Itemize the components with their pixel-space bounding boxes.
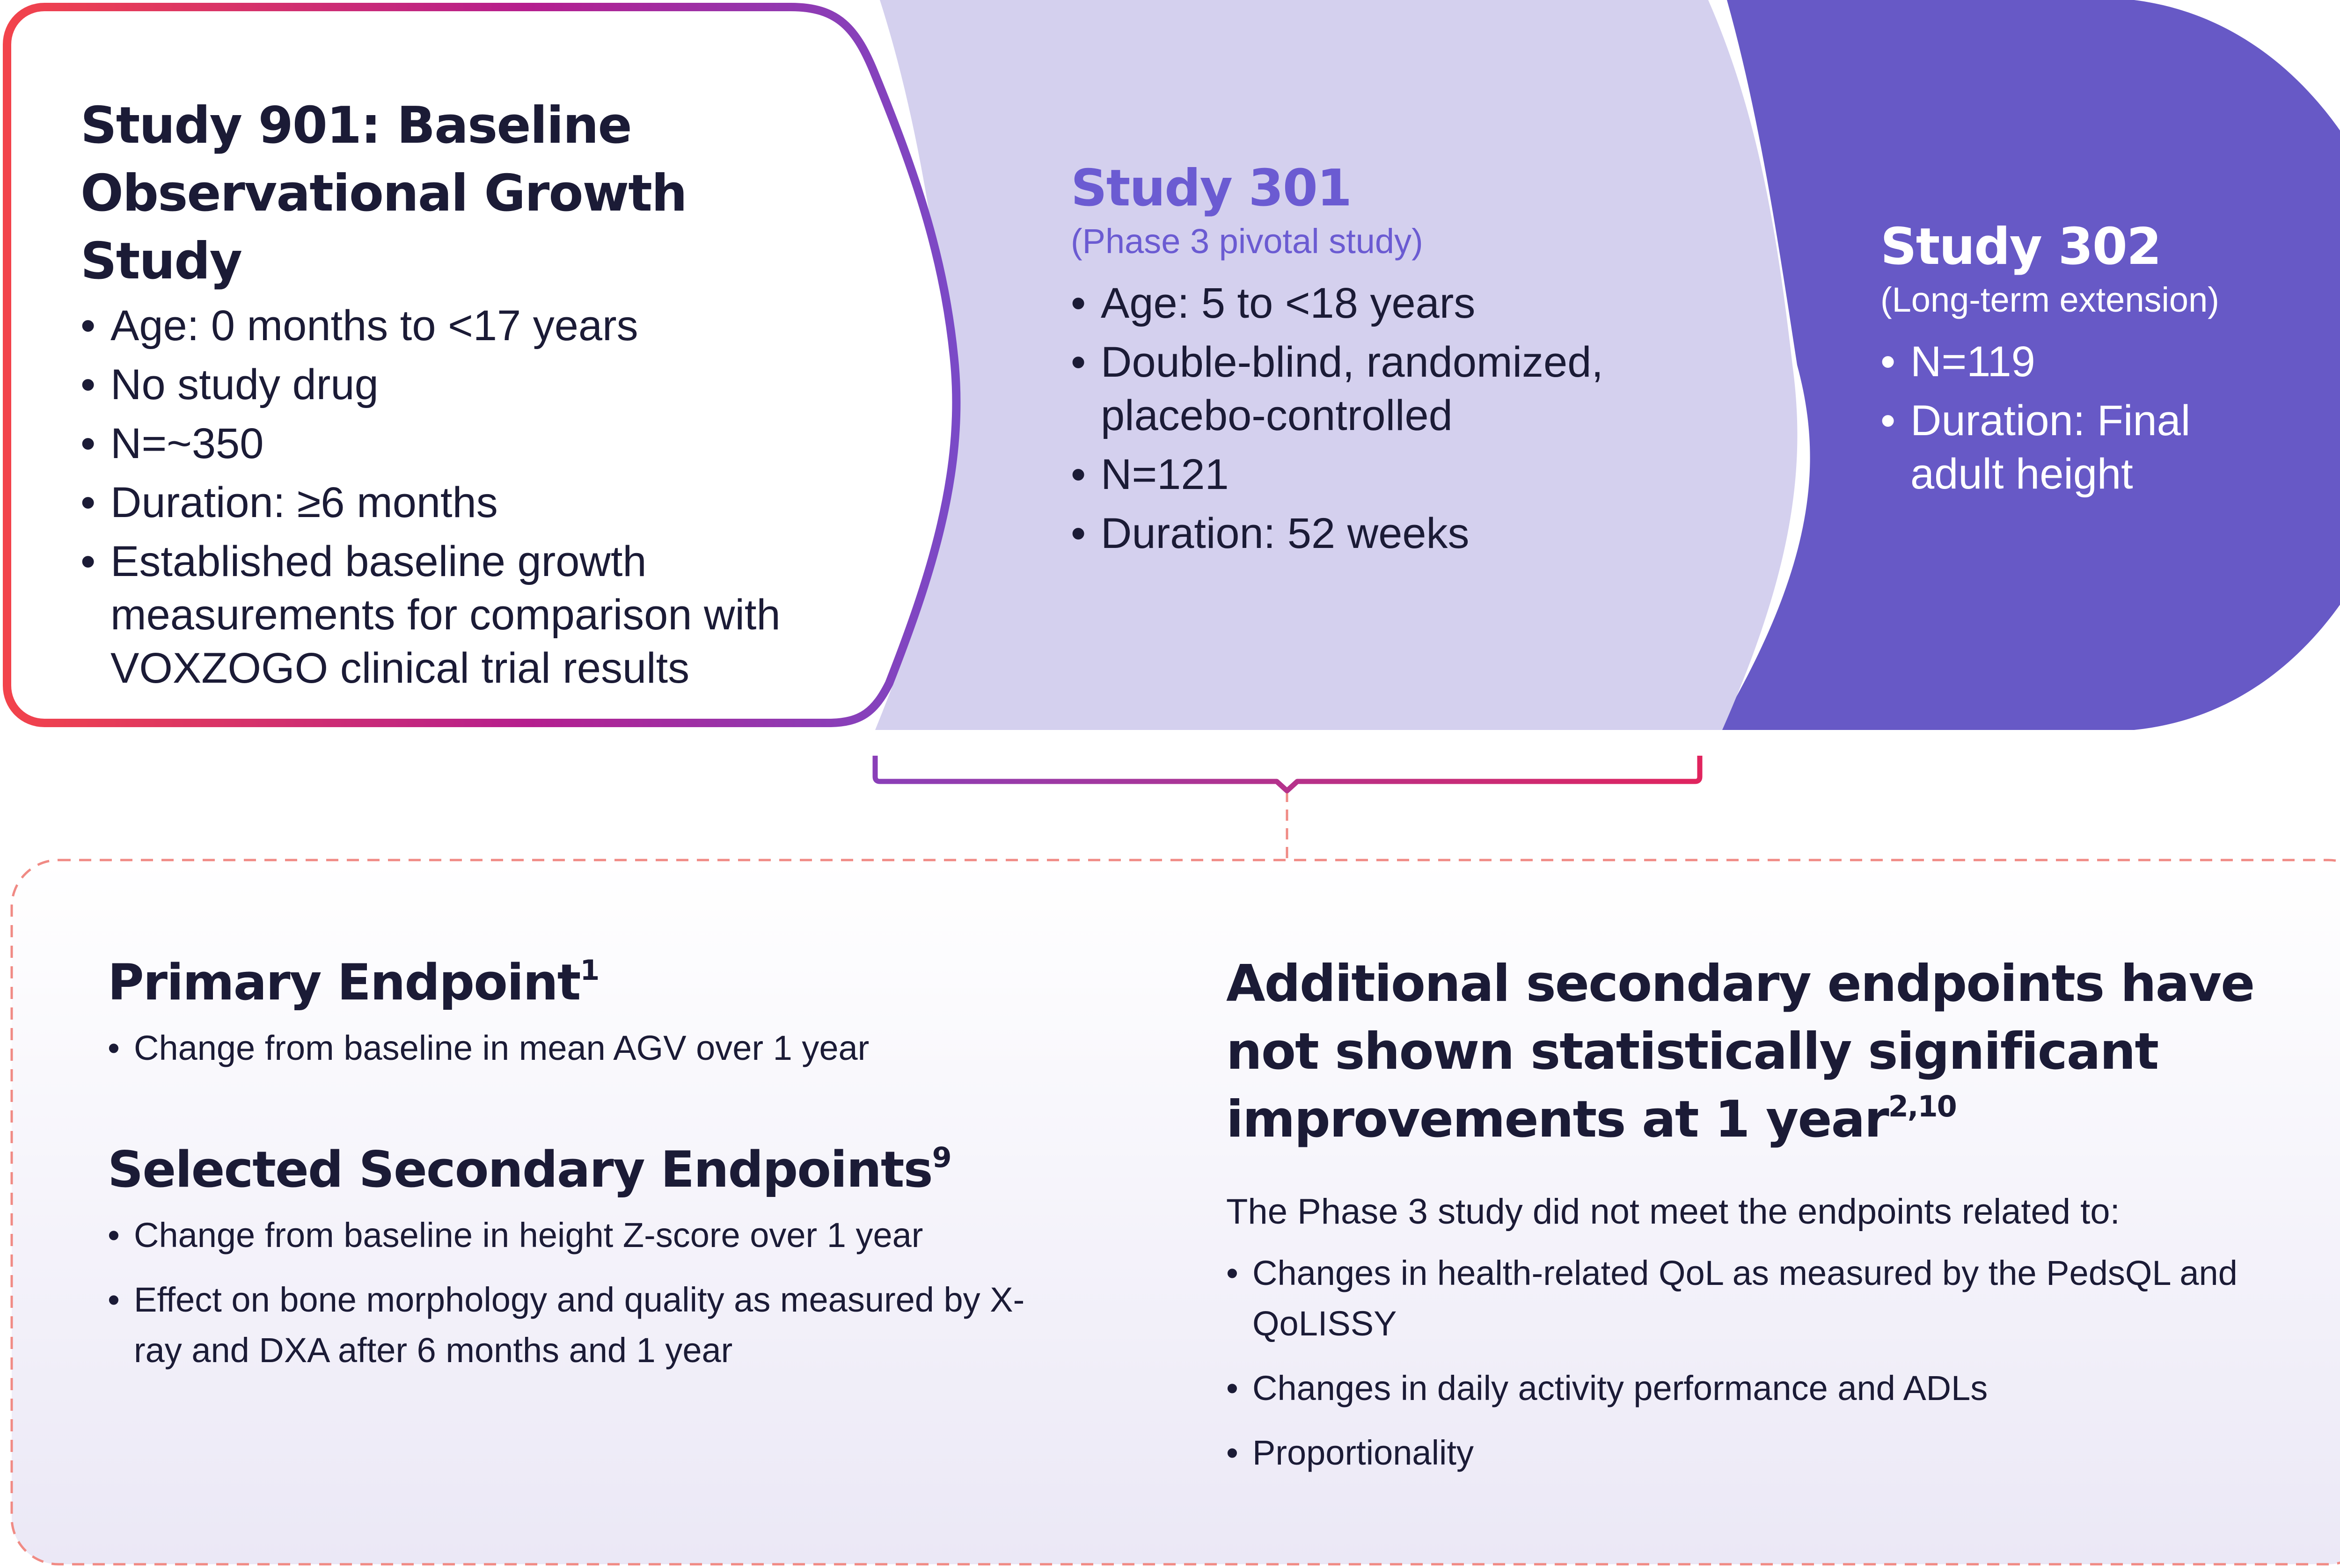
study-301-title: Study 301: [1071, 159, 1352, 218]
study-901-title: Study 901: Baseline Observational Growth…: [80, 96, 687, 291]
study-901-block: Study 901: Baseline Observational Growth…: [80, 92, 876, 700]
list-item: N=121: [1071, 448, 1698, 501]
list-item: Change from baseline in mean AGV over 1 …: [108, 1023, 1114, 1073]
list-item: Proportionality: [1226, 1428, 2312, 1478]
additional-endpoints-ref: 2,10: [1888, 1089, 1957, 1123]
additional-endpoints-bullets: Changes in health-related QoL as measure…: [1226, 1248, 2312, 1478]
study-901-bullets: Age: 0 months to <17 years No study drug…: [80, 299, 876, 695]
study-302-title: Study 302: [1880, 218, 2162, 276]
list-item: Effect on bone morphology and quality as…: [108, 1275, 1060, 1376]
list-item: Change from baseline in height Z-score o…: [108, 1210, 1114, 1261]
primary-endpoint-bullets: Change from baseline in mean AGV over 1 …: [108, 1023, 1114, 1073]
study-301-bullets: Age: 5 to <18 years Double-blind, random…: [1071, 277, 1698, 560]
study-302-subtitle: (Long-term extension): [1880, 280, 2219, 319]
study-301-subtitle: (Phase 3 pivotal study): [1071, 222, 1423, 261]
primary-endpoint-ref: 1: [580, 954, 600, 987]
secondary-endpoints-ref: 9: [932, 1141, 952, 1174]
list-item: No study drug: [80, 358, 876, 411]
study-302-block: Study 302 (Long-term extension) N=119 Du…: [1880, 213, 2340, 506]
additional-endpoints-title: Additional secondary endpoints have not …: [1226, 955, 2255, 1149]
secondary-endpoints-bullets: Change from baseline in height Z-score o…: [108, 1210, 1114, 1376]
list-item: Age: 5 to <18 years: [1071, 277, 1698, 330]
primary-endpoint-block: Primary Endpoint1 Change from baseline i…: [108, 950, 1114, 1087]
list-item: Changes in health-related QoL as measure…: [1226, 1248, 2259, 1349]
list-item: Age: 0 months to <17 years: [80, 299, 876, 352]
study-302-bullets: N=119 Duration: Final adult height: [1880, 335, 2340, 501]
list-item: N=~350: [80, 417, 876, 470]
list-item: Duration: 52 weeks: [1071, 507, 1698, 560]
list-item: Changes in daily activity performance an…: [1226, 1363, 2312, 1414]
list-item: N=119: [1880, 335, 2340, 388]
study-301-bracket: [872, 756, 1703, 794]
list-item: Double-blind, randomized, placebo-contro…: [1071, 335, 1681, 442]
additional-endpoints-block: Additional secondary endpoints have not …: [1226, 950, 2312, 1492]
secondary-endpoints-title: Selected Secondary Endpoints9: [108, 1141, 952, 1198]
secondary-endpoints-block: Selected Secondary Endpoints9 Change fro…: [108, 1137, 1114, 1390]
list-item: Duration: Final adult height: [1880, 394, 2275, 501]
study-301-block: Study 301 (Phase 3 pivotal study) Age: 5…: [1071, 154, 1698, 566]
additional-endpoints-intro: The Phase 3 study did not meet the endpo…: [1226, 1192, 2120, 1232]
list-item: Duration: ≥6 months: [80, 476, 876, 529]
list-item: Established baseline growth measurements…: [80, 535, 841, 695]
primary-endpoint-title: Primary Endpoint1: [108, 954, 600, 1011]
